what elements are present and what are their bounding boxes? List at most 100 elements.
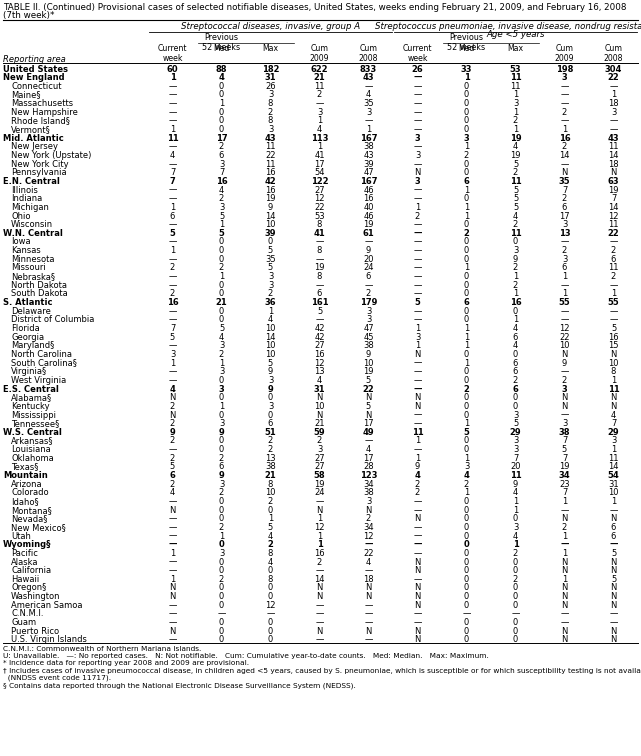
Text: Cum
2009: Cum 2009 (554, 44, 574, 64)
Text: 54: 54 (608, 471, 619, 480)
Text: 0: 0 (513, 592, 518, 601)
Text: N: N (414, 393, 420, 402)
Text: 0: 0 (219, 116, 224, 125)
Text: 61: 61 (363, 229, 374, 238)
Text: 5: 5 (268, 358, 273, 367)
Text: 0: 0 (513, 601, 518, 610)
Text: 0: 0 (268, 566, 273, 575)
Text: 60: 60 (167, 64, 178, 73)
Text: 21: 21 (313, 73, 326, 82)
Text: 3: 3 (219, 367, 224, 376)
Text: 0: 0 (464, 315, 469, 324)
Text: 7: 7 (611, 194, 616, 203)
Text: —: — (413, 272, 422, 281)
Text: 0: 0 (464, 531, 469, 541)
Text: 3: 3 (366, 108, 371, 116)
Text: 14: 14 (314, 575, 325, 584)
Text: —: — (266, 609, 275, 618)
Text: 38: 38 (265, 463, 276, 472)
Text: —: — (169, 635, 177, 644)
Text: 3: 3 (219, 419, 224, 428)
Text: N: N (562, 169, 568, 178)
Text: —: — (413, 160, 422, 169)
Text: 0: 0 (219, 592, 224, 601)
Text: Nebraska§: Nebraska§ (11, 272, 55, 281)
Text: Alabama§: Alabama§ (11, 393, 52, 402)
Text: 1: 1 (268, 307, 273, 316)
Text: 0: 0 (513, 237, 518, 246)
Text: 0: 0 (268, 592, 273, 601)
Text: 0: 0 (464, 506, 469, 515)
Text: 41: 41 (314, 151, 325, 160)
Text: 1: 1 (464, 358, 469, 367)
Text: (NNDSS event code 11717).: (NNDSS event code 11717). (3, 675, 111, 681)
Text: 4: 4 (170, 151, 175, 160)
Text: N: N (316, 393, 322, 402)
Text: 1: 1 (464, 186, 469, 194)
Text: 1: 1 (513, 541, 519, 550)
Text: 9: 9 (268, 203, 273, 212)
Text: 11: 11 (608, 220, 619, 229)
Text: 1: 1 (170, 73, 176, 82)
Text: 11: 11 (510, 471, 521, 480)
Text: Colorado: Colorado (11, 488, 49, 497)
Text: 2: 2 (464, 151, 469, 160)
Text: West Virginia: West Virginia (11, 376, 66, 385)
Text: N: N (316, 592, 322, 601)
Text: 7: 7 (170, 177, 176, 186)
Text: 0: 0 (513, 350, 518, 359)
Text: 1: 1 (513, 315, 518, 324)
Text: S. Atlantic: S. Atlantic (3, 298, 53, 307)
Text: Delaware: Delaware (11, 307, 51, 316)
Text: 2: 2 (415, 488, 420, 497)
Text: 35: 35 (265, 255, 276, 264)
Text: 0: 0 (219, 601, 224, 610)
Text: —: — (610, 82, 618, 91)
Text: 42: 42 (314, 333, 325, 342)
Text: 3: 3 (219, 385, 224, 394)
Text: Missouri: Missouri (11, 263, 46, 272)
Text: 2: 2 (562, 376, 567, 385)
Text: 5: 5 (170, 463, 175, 472)
Text: 2: 2 (267, 541, 274, 550)
Text: Rhode Island§: Rhode Island§ (11, 116, 70, 125)
Text: 9: 9 (366, 246, 371, 256)
Text: 5: 5 (562, 445, 567, 454)
Text: —: — (560, 237, 569, 246)
Text: —: — (169, 601, 177, 610)
Text: TABLE II. (Continued) Provisional cases of selected notifiable diseases, United : TABLE II. (Continued) Provisional cases … (3, 3, 626, 12)
Text: 3: 3 (219, 203, 224, 212)
Text: 21: 21 (215, 298, 228, 307)
Text: Montana§: Montana§ (11, 506, 52, 515)
Text: 0: 0 (464, 566, 469, 575)
Text: Streptococcus pneumoniae, invasive disease, nondrug resistant†: Streptococcus pneumoniae, invasive disea… (375, 22, 641, 31)
Text: 8: 8 (317, 272, 322, 281)
Text: 15: 15 (608, 341, 619, 350)
Text: —: — (413, 385, 422, 394)
Text: 2: 2 (219, 142, 224, 151)
Text: 8: 8 (268, 99, 273, 108)
Text: N: N (365, 393, 372, 402)
Text: 47: 47 (363, 169, 374, 178)
Text: 9: 9 (513, 480, 518, 488)
Text: 16: 16 (215, 177, 228, 186)
Text: 4: 4 (513, 324, 518, 333)
Text: —: — (413, 618, 422, 627)
Text: —: — (413, 523, 422, 532)
Text: —: — (560, 367, 569, 376)
Text: 3: 3 (562, 220, 567, 229)
Text: N: N (610, 393, 617, 402)
Text: 6: 6 (170, 212, 175, 221)
Text: W.N. Central: W.N. Central (3, 229, 63, 238)
Text: 12: 12 (314, 523, 325, 532)
Text: N: N (169, 584, 176, 593)
Text: 5: 5 (513, 194, 518, 203)
Text: 16: 16 (558, 134, 570, 143)
Text: 1: 1 (464, 212, 469, 221)
Text: 0: 0 (219, 411, 224, 420)
Text: —: — (413, 91, 422, 100)
Text: Michigan: Michigan (11, 203, 49, 212)
Text: N: N (414, 592, 420, 601)
Text: 0: 0 (464, 592, 469, 601)
Text: 0: 0 (268, 627, 273, 636)
